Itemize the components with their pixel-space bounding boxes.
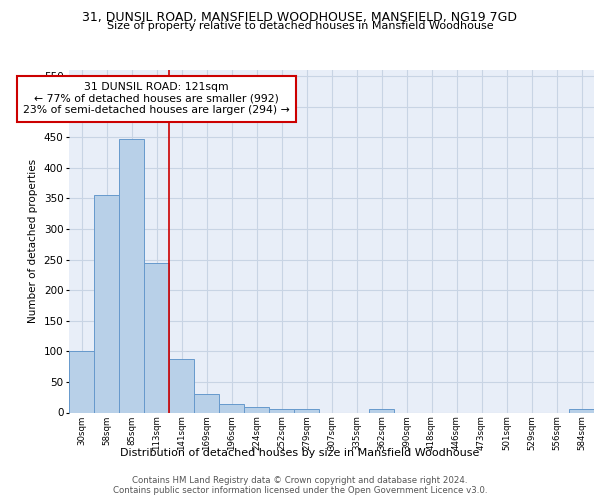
Bar — [144, 262, 169, 412]
Bar — [219, 404, 244, 412]
Bar — [169, 358, 194, 412]
Text: Distribution of detached houses by size in Mansfield Woodhouse: Distribution of detached houses by size … — [121, 448, 479, 458]
Bar — [69, 352, 94, 412]
Text: 31 DUNSIL ROAD: 121sqm
← 77% of detached houses are smaller (992)
23% of semi-de: 31 DUNSIL ROAD: 121sqm ← 77% of detached… — [23, 82, 290, 116]
Text: Contains HM Land Registry data © Crown copyright and database right 2024.: Contains HM Land Registry data © Crown c… — [132, 476, 468, 485]
Bar — [194, 394, 219, 412]
Text: Contains public sector information licensed under the Open Government Licence v3: Contains public sector information licen… — [113, 486, 487, 495]
Y-axis label: Number of detached properties: Number of detached properties — [28, 159, 38, 324]
Bar — [94, 196, 119, 412]
Bar — [269, 409, 294, 412]
Bar — [294, 410, 319, 412]
Text: 31, DUNSIL ROAD, MANSFIELD WOODHOUSE, MANSFIELD, NG19 7GD: 31, DUNSIL ROAD, MANSFIELD WOODHOUSE, MA… — [83, 11, 517, 24]
Bar — [119, 139, 144, 412]
Bar — [569, 410, 594, 412]
Bar — [369, 410, 394, 412]
Text: Size of property relative to detached houses in Mansfield Woodhouse: Size of property relative to detached ho… — [107, 21, 493, 31]
Bar — [244, 407, 269, 412]
